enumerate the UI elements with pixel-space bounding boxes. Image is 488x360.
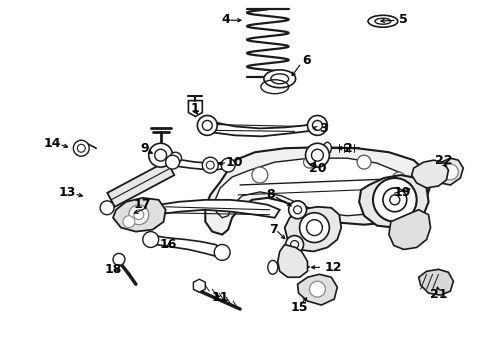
Circle shape (221, 158, 235, 172)
Text: 4: 4 (221, 13, 230, 26)
Circle shape (306, 220, 322, 235)
Circle shape (356, 155, 370, 169)
Circle shape (311, 149, 323, 161)
Text: 5: 5 (398, 13, 407, 26)
Ellipse shape (270, 74, 288, 84)
Text: 12: 12 (324, 261, 341, 274)
Circle shape (122, 216, 135, 228)
Circle shape (214, 244, 230, 260)
Polygon shape (113, 198, 165, 231)
Circle shape (134, 210, 143, 220)
Circle shape (303, 156, 315, 168)
Ellipse shape (264, 70, 295, 88)
Circle shape (251, 167, 267, 183)
Circle shape (285, 235, 303, 253)
Text: 20: 20 (309, 162, 326, 175)
Polygon shape (358, 175, 427, 228)
Polygon shape (215, 158, 410, 218)
Circle shape (372, 178, 416, 222)
Text: 14: 14 (44, 137, 61, 150)
Circle shape (154, 149, 166, 161)
Circle shape (389, 195, 399, 205)
Polygon shape (168, 158, 230, 170)
Text: 16: 16 (160, 238, 177, 251)
Circle shape (169, 152, 181, 164)
Circle shape (293, 206, 301, 214)
Circle shape (206, 161, 214, 169)
Circle shape (290, 240, 298, 248)
Circle shape (148, 143, 172, 167)
Circle shape (312, 121, 322, 130)
Polygon shape (148, 235, 224, 257)
Polygon shape (388, 210, 429, 249)
Polygon shape (193, 279, 205, 292)
Circle shape (307, 116, 326, 135)
Text: 8: 8 (265, 188, 274, 201)
Circle shape (73, 140, 89, 156)
Circle shape (305, 143, 328, 167)
Circle shape (113, 253, 124, 265)
Text: 9: 9 (140, 142, 148, 155)
Circle shape (288, 201, 306, 219)
Circle shape (442, 164, 457, 180)
Polygon shape (434, 158, 462, 185)
Ellipse shape (374, 18, 390, 24)
Polygon shape (411, 160, 447, 188)
Circle shape (129, 205, 148, 225)
Polygon shape (155, 200, 279, 218)
Circle shape (165, 155, 179, 169)
Ellipse shape (367, 15, 397, 27)
Polygon shape (277, 244, 307, 277)
Polygon shape (284, 207, 341, 251)
Text: 2: 2 (344, 142, 352, 155)
Text: 17: 17 (133, 198, 150, 211)
Text: 11: 11 (211, 291, 228, 303)
Text: 19: 19 (393, 186, 410, 199)
Polygon shape (188, 100, 202, 117)
Circle shape (392, 172, 404, 184)
Text: 10: 10 (224, 156, 242, 168)
Circle shape (299, 213, 328, 243)
Text: 3: 3 (319, 122, 327, 135)
Text: 13: 13 (59, 186, 76, 199)
Text: 6: 6 (302, 54, 310, 67)
Circle shape (77, 144, 85, 152)
Circle shape (202, 157, 218, 173)
Polygon shape (205, 147, 429, 235)
Ellipse shape (267, 260, 277, 274)
Circle shape (202, 121, 212, 130)
Circle shape (309, 281, 325, 297)
Text: 21: 21 (429, 288, 447, 301)
Circle shape (142, 231, 158, 247)
Ellipse shape (323, 142, 331, 154)
Circle shape (100, 201, 114, 215)
Circle shape (197, 116, 217, 135)
Text: 18: 18 (104, 263, 122, 276)
Polygon shape (198, 118, 317, 136)
Text: 7: 7 (268, 223, 277, 236)
Text: 22: 22 (434, 154, 451, 167)
Polygon shape (418, 269, 452, 295)
Text: 15: 15 (290, 301, 308, 314)
Polygon shape (107, 161, 174, 207)
Text: 1: 1 (191, 102, 200, 115)
Polygon shape (297, 274, 337, 305)
Circle shape (382, 188, 406, 212)
